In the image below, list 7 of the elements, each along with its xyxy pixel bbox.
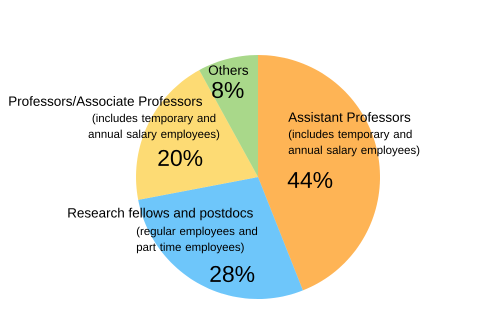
slice-label: Professors/Associate Professors bbox=[9, 96, 202, 106]
data-label: 44% bbox=[288, 172, 332, 188]
text: (includes temporary and annual salary employees) bbox=[88, 114, 220, 140]
data-label: 20% bbox=[158, 150, 202, 166]
data-label: 28% bbox=[210, 266, 254, 282]
slice-label: Others bbox=[208, 65, 248, 75]
data-label: 8% bbox=[212, 82, 244, 98]
